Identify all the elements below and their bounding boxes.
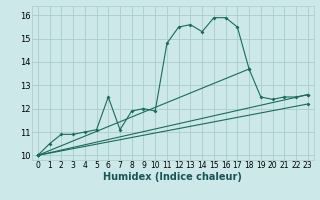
X-axis label: Humidex (Indice chaleur): Humidex (Indice chaleur) — [103, 172, 242, 182]
